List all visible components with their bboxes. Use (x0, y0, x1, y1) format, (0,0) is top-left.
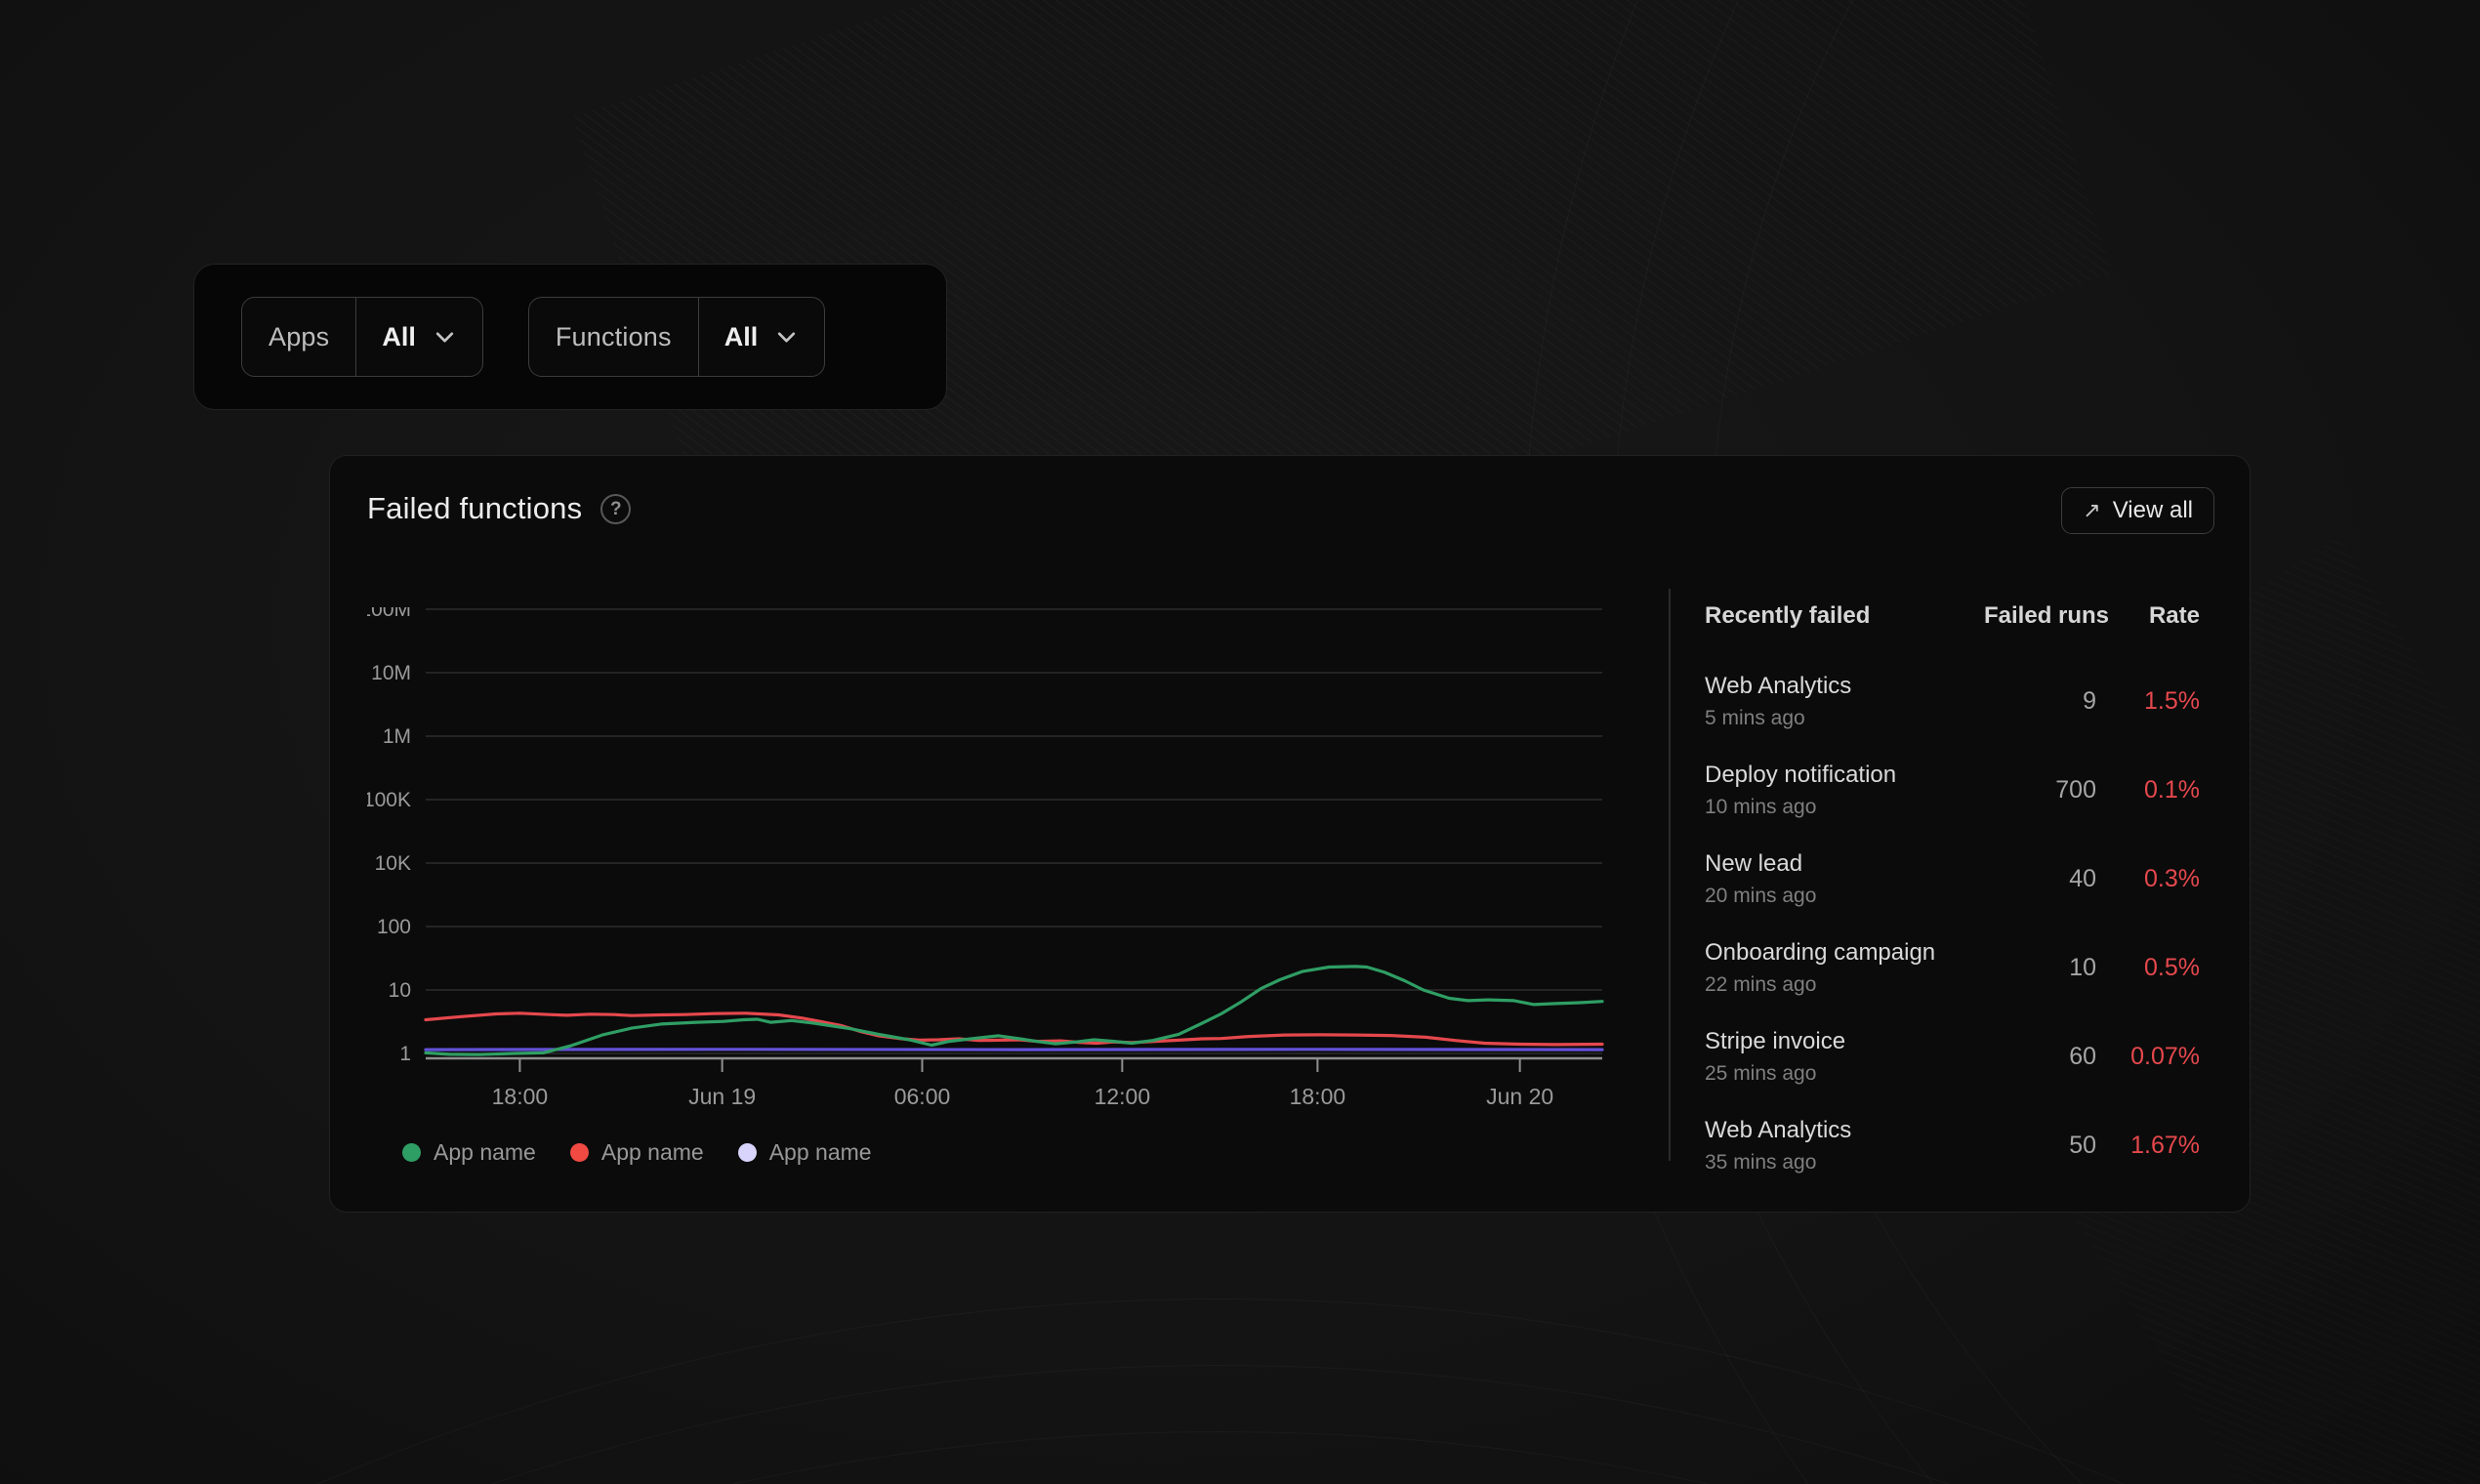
failed-time: 5 mins ago (1705, 707, 1805, 729)
failure-rate-value: 0.07% (2130, 1042, 2200, 1070)
failed-runs-value: 50 (2069, 1131, 2096, 1159)
x-axis-tick-label: 06:00 (894, 1084, 951, 1109)
card-title: Failed functions (367, 491, 583, 525)
failed-function-row[interactable]: Deploy notification 10 mins ago 700 0.1% (1705, 756, 2200, 824)
failed-functions-card: Failed functions ? ↗ View all 100M10M1M1… (329, 455, 2251, 1213)
failed-function-row[interactable]: Web Analytics 5 mins ago 9 1.5% (1705, 667, 2200, 735)
functions-filter-label: Functions (529, 298, 699, 376)
help-icon[interactable]: ? (600, 493, 632, 524)
failure-rate-value: 1.5% (2144, 686, 2200, 715)
failure-rate-value: 0.3% (2144, 864, 2200, 892)
y-axis-tick-label: 10 (389, 979, 411, 1002)
function-name: Web Analytics (1705, 1117, 1852, 1143)
failure-rate-value: 1.67% (2130, 1131, 2200, 1159)
legend-label: App name (600, 1139, 704, 1165)
legend-item: App name (402, 1139, 536, 1166)
x-axis-tick-label: Jun 20 (1486, 1084, 1553, 1109)
apps-filter-value: All (382, 321, 416, 351)
y-axis-tick-label: 10M (371, 662, 411, 684)
functions-filter-value: All (723, 321, 759, 351)
legend-label: App name (434, 1139, 536, 1165)
list-rows: Web Analytics 5 mins ago 9 1.5% Deploy notif… (1705, 667, 2200, 1200)
failed-time: 20 mins ago (1705, 885, 1817, 907)
apps-filter: Apps All (241, 297, 483, 377)
chart-legend: App name App name App name (402, 1139, 872, 1166)
legend-label: App name (768, 1139, 872, 1165)
function-name: Onboarding campaign (1705, 939, 1936, 966)
header-failed-runs: Failed runs (1984, 602, 2110, 629)
background-arc (0, 1431, 2480, 1484)
legend-item: App name (569, 1139, 704, 1166)
legend-dot-icon (402, 1143, 421, 1162)
failure-rate-value: 0.5% (2144, 953, 2200, 981)
function-name: Web Analytics (1705, 673, 1852, 699)
function-name: Deploy notification (1705, 762, 1897, 788)
y-axis-tick-label: 100K (367, 789, 411, 811)
failed-time: 35 mins ago (1705, 1151, 1817, 1174)
y-axis-tick-label: 10K (375, 852, 411, 875)
function-name: New lead (1705, 850, 1803, 877)
header-recently-failed: Recently failed (1705, 602, 1871, 629)
recently-failed-list: Recently failed Failed runs Rate Web Ana… (1705, 602, 2200, 1174)
filter-bar: Apps All Functions All (193, 264, 947, 410)
y-axis-tick-label: 100M (367, 607, 411, 621)
x-axis-tick-label: Jun 19 (688, 1084, 756, 1109)
failed-functions-chart: 100M 10M 1M 100K 10K 100 10 1 18:00 Jun 19 06:00 12… (367, 607, 1604, 1109)
row-name-cell: Web Analytics 5 mins ago (1705, 671, 1984, 731)
row-name-cell: Stripe invoice 25 mins ago (1705, 1026, 1984, 1087)
failed-time: 25 mins ago (1705, 1062, 1817, 1085)
failed-runs-value: 10 (2069, 953, 2096, 981)
legend-dot-icon (569, 1143, 589, 1162)
legend-dot-icon (737, 1143, 757, 1162)
failed-runs-value: 700 (2055, 775, 2096, 804)
function-name: Stripe invoice (1705, 1028, 1846, 1054)
failed-runs-value: 40 (2069, 864, 2096, 892)
x-axis-tick-label: 18:00 (1290, 1084, 1346, 1109)
failed-function-row[interactable]: Onboarding campaign 22 mins ago 10 0.5% (1705, 933, 2200, 1002)
y-axis-tick-label: 100 (377, 916, 411, 938)
background-arc (0, 1365, 2480, 1484)
failed-function-row[interactable]: New lead 20 mins ago 40 0.3% (1705, 845, 2200, 913)
failed-function-row[interactable]: Web Analytics 35 mins ago 50 1.67% (1705, 1111, 2200, 1179)
apps-filter-dropdown[interactable]: All (356, 298, 482, 376)
arrow-up-right-icon: ↗ (2083, 498, 2101, 522)
functions-filter: Functions All (527, 297, 826, 377)
row-name-cell: Web Analytics 35 mins ago (1705, 1115, 1984, 1175)
chart-line-series (424, 1011, 1604, 1047)
view-all-label: View all (2112, 497, 2193, 523)
failed-time: 10 mins ago (1705, 796, 1817, 818)
apps-filter-label: Apps (242, 298, 357, 376)
failed-time: 22 mins ago (1705, 973, 1817, 996)
chart-line-series (424, 965, 1604, 1056)
card-header: Failed functions ? (367, 491, 632, 526)
failed-function-row[interactable]: Stripe invoice 25 mins ago 60 0.07% (1705, 1022, 2200, 1091)
row-name-cell: Deploy notification 10 mins ago (1705, 760, 1984, 820)
y-axis-tick-label: 1M (383, 725, 411, 748)
failed-runs-value: 60 (2069, 1042, 2096, 1070)
background-arc (0, 1298, 2480, 1484)
view-all-button[interactable]: ↗ View all (2061, 487, 2214, 534)
y-axis-tick-label: 1 (399, 1043, 411, 1065)
x-axis-tick-label: 18:00 (492, 1084, 549, 1109)
functions-filter-dropdown[interactable]: All (699, 298, 825, 376)
failed-runs-value: 9 (2083, 686, 2096, 715)
chevron-down-icon (435, 332, 454, 342)
row-name-cell: New lead 20 mins ago (1705, 848, 1984, 909)
list-header: Recently failed Failed runs Rate (1705, 602, 2200, 630)
header-rate: Rate (2148, 602, 2200, 629)
chevron-down-icon (778, 332, 796, 342)
legend-item: App name (737, 1139, 872, 1166)
x-axis-tick-label: 12:00 (1095, 1084, 1151, 1109)
failure-rate-value: 0.1% (2144, 775, 2200, 804)
vertical-divider (1669, 589, 1671, 1161)
row-name-cell: Onboarding campaign 22 mins ago (1705, 937, 1984, 998)
